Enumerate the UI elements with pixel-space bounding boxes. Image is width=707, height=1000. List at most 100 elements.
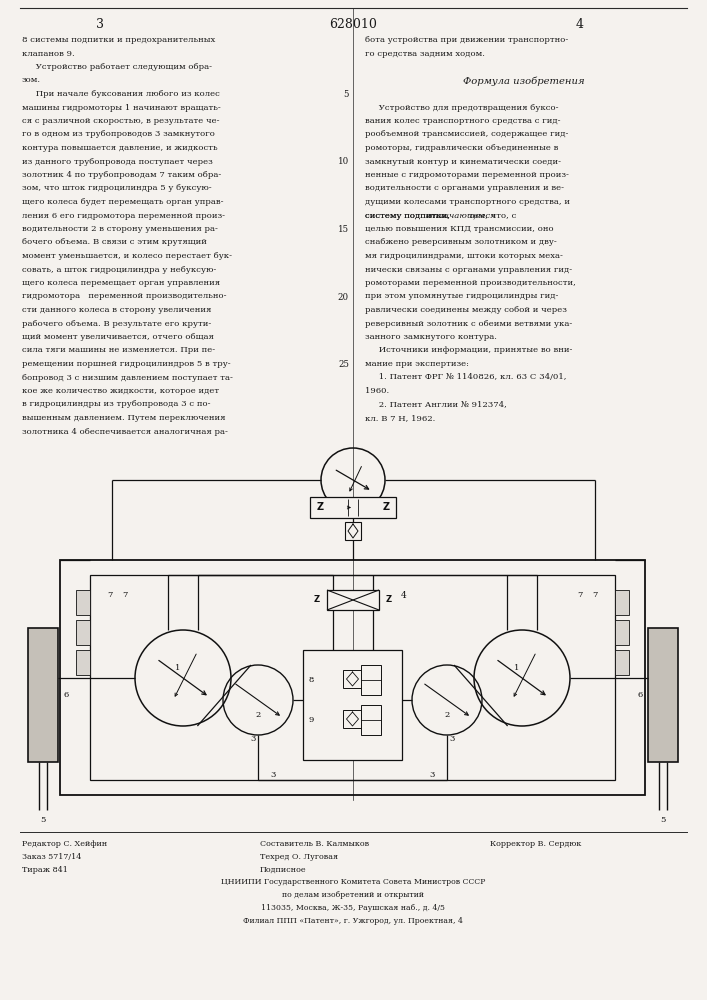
Text: контура повышается давление, и жидкость: контура повышается давление, и жидкость bbox=[22, 144, 218, 152]
Text: Z: Z bbox=[386, 595, 392, 604]
Text: 6: 6 bbox=[638, 691, 643, 699]
Text: при этом упомянутые гидроцилиндры гид-: при этом упомянутые гидроцилиндры гид- bbox=[365, 292, 559, 300]
Bar bbox=[90, 575, 615, 780]
Text: 3: 3 bbox=[96, 18, 104, 31]
Text: 3: 3 bbox=[270, 771, 276, 779]
Text: кое же количество жидкости, которое идет: кое же количество жидкости, которое идет bbox=[22, 387, 219, 395]
Text: реверсивный золотник с обеими ветвями ука-: реверсивный золотник с обеими ветвями ук… bbox=[365, 320, 572, 328]
Text: ромоторами переменной производительности,: ромоторами переменной производительности… bbox=[365, 279, 576, 287]
Bar bbox=[28, 628, 58, 762]
Text: 628010: 628010 bbox=[329, 18, 377, 31]
Text: бопровод 3 с низшим давлением поступает та-: бопровод 3 с низшим давлением поступает … bbox=[22, 373, 233, 381]
Text: Корректор В. Сердюк: Корректор В. Сердюк bbox=[490, 840, 581, 848]
Text: Техред О. Луговая: Техред О. Луговая bbox=[260, 853, 338, 861]
Text: щего колеса перемещает орган управления: щего колеса перемещает орган управления bbox=[22, 279, 220, 287]
Bar bbox=[76, 590, 90, 615]
Text: 25: 25 bbox=[338, 360, 349, 369]
Text: 5: 5 bbox=[40, 816, 46, 824]
Text: 5: 5 bbox=[660, 816, 666, 824]
Text: Устройство для предотвращения буксо-: Устройство для предотвращения буксо- bbox=[365, 104, 559, 111]
Bar bbox=[342, 670, 363, 688]
Bar bbox=[327, 590, 379, 610]
Text: ромоторы, гидравлически объединенные в: ромоторы, гидравлически объединенные в bbox=[365, 144, 559, 152]
Text: бочего объема. В связи с этим крутящий: бочего объема. В связи с этим крутящий bbox=[22, 238, 207, 246]
Text: 2: 2 bbox=[445, 711, 450, 719]
Text: 4: 4 bbox=[401, 590, 407, 599]
Bar bbox=[342, 710, 363, 728]
Bar bbox=[303, 650, 402, 760]
Text: Формула изобретения: Формула изобретения bbox=[463, 77, 585, 86]
Text: 113035, Москва, Ж-35, Раушская наб., д. 4/5: 113035, Москва, Ж-35, Раушская наб., д. … bbox=[261, 904, 445, 912]
Bar bbox=[76, 620, 90, 645]
Bar bbox=[76, 650, 90, 675]
Text: машины гидромоторы 1 начинают вращать-: машины гидромоторы 1 начинают вращать- bbox=[22, 104, 221, 111]
Text: 10: 10 bbox=[338, 157, 349, 166]
Text: 5: 5 bbox=[344, 90, 349, 99]
Text: сти данного колеса в сторону увеличения: сти данного колеса в сторону увеличения bbox=[22, 306, 211, 314]
Bar bbox=[615, 620, 629, 645]
Bar bbox=[648, 628, 678, 762]
Text: вышенным давлением. Путем переключения: вышенным давлением. Путем переключения bbox=[22, 414, 226, 422]
Bar bbox=[310, 497, 396, 518]
Text: замкнутый контур и кинематически соеди-: замкнутый контур и кинематически соеди- bbox=[365, 157, 561, 165]
Text: 3: 3 bbox=[429, 771, 435, 779]
Text: Филиал ППП «Патент», г. Ужгород, ул. Проектная, 4: Филиал ППП «Патент», г. Ужгород, ул. Про… bbox=[243, 917, 463, 925]
Text: систему подпитки,: систему подпитки, bbox=[365, 212, 452, 220]
Text: го средства задним ходом.: го средства задним ходом. bbox=[365, 49, 485, 57]
Text: гидромотора   переменной производительно-: гидромотора переменной производительно- bbox=[22, 292, 226, 300]
Text: занного замкнутого контура.: занного замкнутого контура. bbox=[365, 333, 497, 341]
Text: Z: Z bbox=[382, 502, 390, 512]
Text: дущими колесами транспортного средства, и: дущими колесами транспортного средства, … bbox=[365, 198, 570, 206]
Text: 8 системы подпитки и предохранительных: 8 системы подпитки и предохранительных bbox=[22, 36, 215, 44]
Text: вания колес транспортного средства с гид-: вания колес транспортного средства с гид… bbox=[365, 117, 561, 125]
Text: го в одном из трубопроводов 3 замкнутого: го в одном из трубопроводов 3 замкнутого bbox=[22, 130, 215, 138]
Text: 6: 6 bbox=[63, 691, 69, 699]
Text: ремещении поршней гидроцилиндров 5 в тру-: ремещении поршней гидроцилиндров 5 в тру… bbox=[22, 360, 230, 368]
Text: золотника 4 обеспечивается аналогичная ра-: золотника 4 обеспечивается аналогичная р… bbox=[22, 428, 228, 436]
Text: бота устройства при движении транспортно-: бота устройства при движении транспортно… bbox=[365, 36, 568, 44]
Text: Z: Z bbox=[317, 502, 324, 512]
Bar bbox=[60, 560, 645, 795]
Text: 1: 1 bbox=[514, 664, 520, 672]
Text: 2: 2 bbox=[255, 711, 261, 719]
Text: Подписное: Подписное bbox=[260, 866, 307, 874]
Text: тем, что, с: тем, что, с bbox=[465, 212, 516, 220]
Text: золотник 4 по трубопроводам 7 таким обра-: золотник 4 по трубопроводам 7 таким обра… bbox=[22, 171, 221, 179]
Text: 7: 7 bbox=[122, 591, 128, 599]
Text: 20: 20 bbox=[338, 292, 349, 302]
Text: Источники информации, принятые во вни-: Источники информации, принятые во вни- bbox=[365, 347, 573, 355]
Text: 1960.: 1960. bbox=[365, 387, 390, 395]
Text: При начале буксования любого из колес: При начале буксования любого из колес bbox=[22, 90, 220, 98]
Text: 2. Патент Англии № 912374,: 2. Патент Англии № 912374, bbox=[365, 400, 507, 408]
Text: 8: 8 bbox=[308, 676, 314, 684]
Text: зом, что шток гидроцилиндра 5 у буксую-: зом, что шток гидроцилиндра 5 у буксую- bbox=[22, 184, 211, 192]
Bar bbox=[615, 590, 629, 615]
Text: отличающееся: отличающееся bbox=[426, 212, 496, 220]
Text: ся с различной скоростью, в результате че-: ся с различной скоростью, в результате ч… bbox=[22, 117, 219, 125]
Text: систему подпитки,: систему подпитки, bbox=[365, 212, 452, 220]
Bar bbox=[615, 650, 629, 675]
Text: Z: Z bbox=[314, 595, 320, 604]
Text: Редактор С. Хейфин: Редактор С. Хейфин bbox=[22, 840, 107, 848]
Text: Составитель В. Калмыков: Составитель В. Калмыков bbox=[260, 840, 369, 848]
Text: снабжено реверсивным золотником и дву-: снабжено реверсивным золотником и дву- bbox=[365, 238, 556, 246]
Text: щего колеса будет перемещать орган управ-: щего колеса будет перемещать орган управ… bbox=[22, 198, 223, 206]
Text: нически связаны с органами управления гид-: нически связаны с органами управления ги… bbox=[365, 265, 572, 273]
Text: зом.: зом. bbox=[22, 77, 41, 85]
Text: 1: 1 bbox=[175, 664, 181, 672]
Text: ления 6 его гидромотора переменной произ-: ления 6 его гидромотора переменной произ… bbox=[22, 212, 225, 220]
Bar bbox=[345, 522, 361, 540]
Text: водительности с органами управления и ве-: водительности с органами управления и ве… bbox=[365, 184, 564, 192]
Text: кл. В 7 Н, 1962.: кл. В 7 Н, 1962. bbox=[365, 414, 436, 422]
Text: из данного трубопровода поступает через: из данного трубопровода поступает через bbox=[22, 157, 213, 165]
Text: ненные с гидромоторами переменной произ-: ненные с гидромоторами переменной произ- bbox=[365, 171, 569, 179]
Text: мя гидроцилиндрами, штоки которых меха-: мя гидроцилиндрами, штоки которых меха- bbox=[365, 252, 563, 260]
Text: по делам изобретений и открытий: по делам изобретений и открытий bbox=[282, 891, 424, 899]
Text: рабочего объема. В результате его крути-: рабочего объема. В результате его крути- bbox=[22, 320, 211, 328]
Text: целью повышения КПД трансмиссии, оно: целью повышения КПД трансмиссии, оно bbox=[365, 225, 554, 233]
Text: 3: 3 bbox=[250, 735, 256, 743]
Text: 7: 7 bbox=[592, 591, 597, 599]
Text: мание при экспертизе:: мание при экспертизе: bbox=[365, 360, 469, 368]
Text: 9: 9 bbox=[308, 716, 314, 724]
Text: в гидроцилиндры из трубопровода 3 с по-: в гидроцилиндры из трубопровода 3 с по- bbox=[22, 400, 211, 408]
